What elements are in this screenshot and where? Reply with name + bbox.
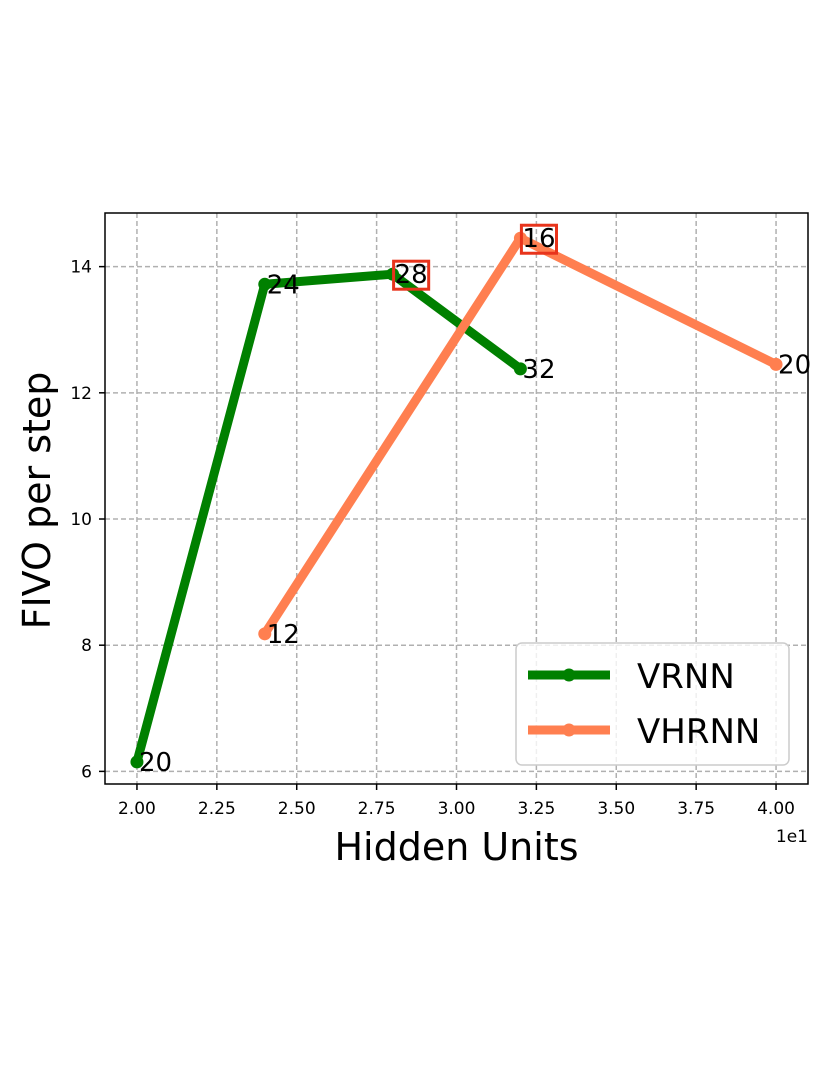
x-tick-label: 3.25 [517,799,555,819]
y-tick-label: 10 [70,510,92,530]
data-point-label: 16 [522,224,555,254]
data-point-label: 32 [522,355,555,385]
series-vhrnn: 12 16 20 [258,223,811,650]
x-tick-label: 2.00 [118,799,156,819]
x-tick-label: 2.50 [278,799,316,819]
y-axis-ticks: 6 8 10 12 14 [70,258,105,782]
y-tick-label: 14 [70,258,92,278]
data-point-label: 20 [778,350,811,380]
data-point-label: 28 [395,260,428,290]
data-point-label: 20 [139,748,172,778]
y-tick-label: 12 [70,384,92,404]
legend: VRNN VHRNN [515,642,790,766]
y-axis-label: FIVO per step [15,372,59,630]
data-point-label: 12 [267,620,300,650]
x-tick-label: 2.75 [358,799,396,819]
legend-entry: VRNN [637,657,735,697]
x-axis-offset-label: 1e1 [776,827,808,847]
plot-series: 20 24 28 32 12 16 20 [130,223,811,778]
x-tick-label: 3.50 [597,799,635,819]
data-point-label: 24 [267,270,300,300]
series-line [260,232,779,637]
data-point [258,277,272,291]
data-point [513,362,527,376]
highlight-box [392,259,431,291]
x-tick-label: 4.00 [757,799,795,819]
x-tick-label: 2.25 [198,799,236,819]
x-axis-ticks: 2.00 2.25 2.50 2.75 3.00 3.25 3.50 3.75 4.00 [118,784,795,819]
x-tick-label: 3.75 [677,799,715,819]
y-tick-label: 8 [81,636,92,656]
data-point [130,755,144,769]
x-axis-label: Hidden Units [334,825,578,869]
legend-marker [562,723,576,737]
x-tick-label: 3.00 [438,799,476,819]
series-line [132,269,524,764]
y-tick-label: 6 [81,762,92,782]
highlight-box [519,223,559,255]
legend-marker [562,668,576,682]
data-point [258,627,272,641]
legend-entry: VHRNN [637,712,760,752]
data-point [769,357,783,371]
series-vrnn: 20 24 28 32 [130,259,556,778]
